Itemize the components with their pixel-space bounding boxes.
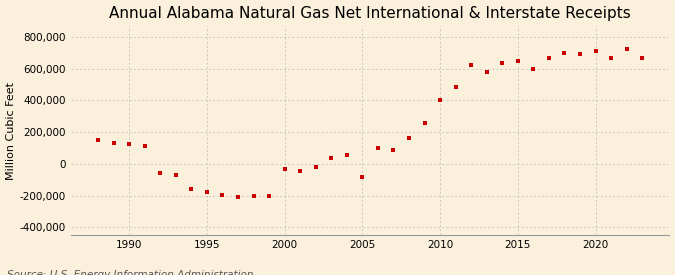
Point	[155, 170, 165, 175]
Point	[264, 194, 275, 198]
Y-axis label: Million Cubic Feet: Million Cubic Feet	[5, 82, 16, 180]
Point	[217, 193, 228, 197]
Point	[186, 186, 196, 191]
Point	[124, 142, 134, 146]
Point	[139, 144, 150, 149]
Point	[170, 173, 181, 177]
Point	[233, 195, 244, 199]
Point	[574, 51, 585, 56]
Title: Annual Alabama Natural Gas Net International & Interstate Receipts: Annual Alabama Natural Gas Net Internati…	[109, 6, 631, 21]
Point	[295, 169, 306, 173]
Point	[559, 51, 570, 55]
Point	[621, 47, 632, 51]
Point	[310, 165, 321, 169]
Point	[466, 63, 477, 67]
Point	[279, 167, 290, 172]
Point	[326, 155, 337, 160]
Point	[512, 59, 523, 63]
Text: Source: U.S. Energy Information Administration: Source: U.S. Energy Information Administ…	[7, 271, 253, 275]
Point	[108, 140, 119, 145]
Point	[373, 146, 383, 150]
Point	[201, 189, 212, 194]
Point	[419, 121, 430, 126]
Point	[590, 49, 601, 53]
Point	[450, 85, 461, 89]
Point	[248, 194, 259, 198]
Point	[435, 98, 446, 103]
Point	[543, 56, 554, 60]
Point	[605, 56, 616, 60]
Point	[342, 153, 352, 157]
Point	[404, 136, 414, 140]
Point	[481, 70, 492, 74]
Point	[528, 67, 539, 71]
Point	[92, 138, 103, 142]
Point	[497, 61, 508, 65]
Point	[388, 147, 399, 152]
Point	[357, 175, 368, 180]
Point	[637, 56, 647, 60]
